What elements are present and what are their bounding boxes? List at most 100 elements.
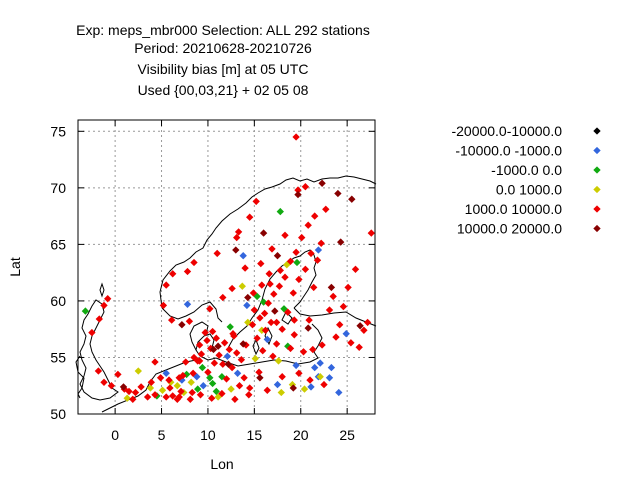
south-baltic-coastline xyxy=(195,333,275,367)
data-point xyxy=(131,388,140,397)
data-point xyxy=(183,300,192,308)
north-sea-coastline xyxy=(101,359,197,413)
data-point xyxy=(334,189,342,198)
data-point xyxy=(162,369,170,377)
data-point xyxy=(316,359,324,367)
y-tick-label: 70 xyxy=(50,180,66,196)
data-point xyxy=(88,328,96,337)
data-point xyxy=(198,363,207,372)
data-point xyxy=(266,280,274,288)
data-point xyxy=(267,318,275,327)
data-point xyxy=(258,326,266,334)
data-point xyxy=(228,284,236,293)
data-point xyxy=(281,273,289,281)
data-point xyxy=(243,301,251,310)
legend-entry-label: 10000.0 20000.0 xyxy=(457,221,562,237)
data-point xyxy=(286,257,295,265)
x-tick-label: 5 xyxy=(158,427,166,443)
south-norway-coastline xyxy=(161,301,223,323)
title-line-1: Exp: meps_mbr000 Selection: ALL 292 stat… xyxy=(76,22,370,38)
data-point xyxy=(304,221,312,229)
data-point xyxy=(168,316,176,324)
data-point xyxy=(162,281,170,289)
data-point xyxy=(248,321,257,329)
data-point xyxy=(257,259,265,268)
baltic-coastline xyxy=(273,323,323,365)
data-point xyxy=(206,305,214,313)
data-point xyxy=(219,360,227,368)
data-point xyxy=(356,322,364,330)
data-point xyxy=(317,239,325,247)
data-point xyxy=(239,252,247,260)
data-point xyxy=(327,283,336,292)
data-point xyxy=(276,207,284,216)
data-point xyxy=(134,367,142,375)
legend-entry-label: -1000.0 0.0 xyxy=(491,162,562,178)
data-point xyxy=(327,363,336,372)
data-point xyxy=(239,340,247,348)
data-point xyxy=(95,315,103,323)
data-point xyxy=(305,316,313,324)
data-point xyxy=(94,367,103,375)
x-tick-label: 0 xyxy=(111,427,119,443)
legend-marker xyxy=(593,127,601,135)
data-point xyxy=(292,248,300,256)
legend-marker xyxy=(593,166,601,174)
data-point xyxy=(289,289,297,297)
data-point xyxy=(119,383,128,391)
data-point xyxy=(252,197,260,206)
data-point xyxy=(197,350,206,358)
data-point xyxy=(292,361,300,370)
finland-coastline xyxy=(293,307,377,327)
data-point xyxy=(304,324,312,332)
data-point xyxy=(233,349,241,357)
data-point xyxy=(208,327,217,336)
data-point xyxy=(195,341,204,349)
data-point xyxy=(231,395,239,403)
data-point xyxy=(277,388,285,397)
coastline-map xyxy=(75,175,377,413)
oland-coastline xyxy=(252,338,260,356)
data-point xyxy=(355,343,363,351)
data-point xyxy=(344,283,352,292)
data-point xyxy=(329,292,337,301)
data-point xyxy=(332,333,340,341)
data-point xyxy=(208,394,216,402)
data-point xyxy=(268,245,276,253)
data-point xyxy=(182,358,190,366)
y-tick-label: 65 xyxy=(50,236,66,252)
data-point xyxy=(194,385,202,393)
legend-entry-label: 0.0 1000.0 xyxy=(496,182,562,198)
data-point xyxy=(347,339,355,347)
data-point xyxy=(259,229,268,237)
data-point xyxy=(151,391,159,399)
data-point xyxy=(137,383,145,391)
data-point xyxy=(169,392,177,400)
data-point xyxy=(320,380,328,389)
data-point xyxy=(295,369,303,377)
data-point xyxy=(107,382,116,390)
grid-lines xyxy=(78,120,375,415)
y-tick-label: 60 xyxy=(50,293,66,309)
data-point xyxy=(183,267,192,276)
data-point xyxy=(311,212,319,220)
data-point xyxy=(223,352,232,360)
data-point xyxy=(245,391,253,399)
x-tick-label: 15 xyxy=(247,427,263,443)
data-point xyxy=(186,395,194,403)
data-point xyxy=(189,369,197,377)
data-point xyxy=(310,283,318,292)
data-point xyxy=(292,133,300,141)
data-point xyxy=(246,213,254,221)
data-point xyxy=(195,357,204,365)
data-point xyxy=(251,354,259,363)
data-point xyxy=(286,344,295,353)
data-point xyxy=(250,306,258,314)
data-point xyxy=(235,382,244,390)
data-point xyxy=(244,293,252,302)
title-line-4: Used {00,03,21} + 02 05 08 xyxy=(138,82,309,98)
data-point xyxy=(325,306,334,314)
data-point xyxy=(215,351,223,359)
data-point xyxy=(143,393,152,401)
data-point xyxy=(337,238,345,246)
